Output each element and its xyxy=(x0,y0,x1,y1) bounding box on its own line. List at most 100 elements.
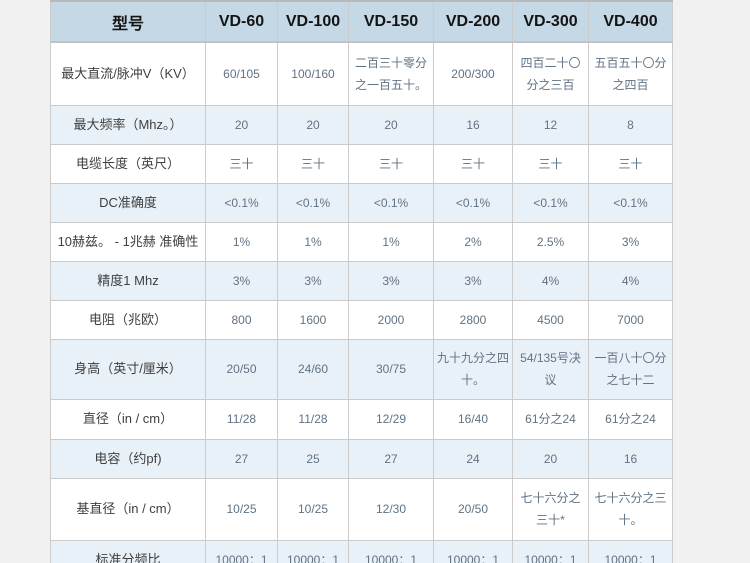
table-cell: 三十 xyxy=(433,143,513,184)
table-cell: 100/160 xyxy=(277,41,349,106)
table-cell: 16/40 xyxy=(433,398,513,440)
table-cell: <0.1% xyxy=(433,182,513,223)
table-cell: 4% xyxy=(512,260,589,301)
table-cell: 二百三十零分之一百五十。 xyxy=(348,41,434,106)
row-label: 电容（约pf) xyxy=(50,438,206,479)
row-label: 电阻（兆欧） xyxy=(50,299,206,340)
table-cell: 七十六分之三十。 xyxy=(588,477,673,541)
table-row: DC准确度 <0.1% <0.1% <0.1% <0.1% <0.1% <0.1% xyxy=(50,182,673,223)
table-cell: 12 xyxy=(512,104,589,145)
table-cell: 1600 xyxy=(277,299,349,340)
table-cell: 4500 xyxy=(512,299,589,340)
table-cell: <0.1% xyxy=(588,182,673,223)
table-cell: 2000 xyxy=(348,299,434,340)
table-cell: 20/50 xyxy=(433,477,513,541)
table-cell: 七十六分之三十* xyxy=(512,477,589,541)
table-cell: 2800 xyxy=(433,299,513,340)
table-cell: 10/25 xyxy=(205,477,278,541)
table-cell: 一百八十〇分之七十二 xyxy=(588,338,673,400)
table-cell: 800 xyxy=(205,299,278,340)
table-cell: <0.1% xyxy=(348,182,434,223)
table-cell: 三十 xyxy=(205,143,278,184)
table-row: 10赫兹。 - 1兆赫 准确性 1% 1% 1% 2% 2.5% 3% xyxy=(50,221,673,262)
table-cell: 27 xyxy=(348,438,434,479)
table-cell: <0.1% xyxy=(205,182,278,223)
table-cell: 1% xyxy=(348,221,434,262)
row-label: 基直径（in / cm） xyxy=(50,477,206,541)
table-cell: 20 xyxy=(348,104,434,145)
table-cell: 12/30 xyxy=(348,477,434,541)
table-cell: 2% xyxy=(433,221,513,262)
table-cell: 3% xyxy=(588,221,673,262)
table-cell: 20 xyxy=(205,104,278,145)
table-cell: 20 xyxy=(512,438,589,479)
table-cell: 10000：1 xyxy=(277,539,349,563)
table-cell: 24/60 xyxy=(277,338,349,400)
table-row: 精度1 Mhz 3% 3% 3% 3% 4% 4% xyxy=(50,260,673,301)
header-row: 型号 VD-60 VD-100 VD-150 VD-200 VD-300 VD-400 xyxy=(50,0,673,43)
spec-table: 型号 VD-60 VD-100 VD-150 VD-200 VD-300 VD-400 最大… xyxy=(50,0,673,563)
table-cell: 10/25 xyxy=(277,477,349,541)
row-label: 直径（in / cm） xyxy=(50,398,206,440)
column-header: VD-200 xyxy=(433,0,513,43)
table-cell: 200/300 xyxy=(433,41,513,106)
row-label: 身高（英寸/厘米） xyxy=(50,338,206,400)
table-cell: 10000：1 xyxy=(205,539,278,563)
row-label: 最大直流/脉冲V（KV） xyxy=(50,41,206,106)
table-cell: 三十 xyxy=(348,143,434,184)
row-label: DC准确度 xyxy=(50,182,206,223)
table-row: 直径（in / cm） 11/28 11/28 12/29 16/40 61分之24 61分… xyxy=(50,398,673,440)
table-cell: 10000：1 xyxy=(588,539,673,563)
table-cell: 1% xyxy=(205,221,278,262)
column-header: VD-100 xyxy=(277,0,349,43)
table-row: 最大频率（Mhz。） 20 20 20 16 12 8 xyxy=(50,104,673,145)
table-row: 基直径（in / cm） 10/25 10/25 12/30 20/50 七十六分之三十*… xyxy=(50,477,673,541)
table-cell: 11/28 xyxy=(277,398,349,440)
table-cell: 3% xyxy=(348,260,434,301)
table-cell: 16 xyxy=(433,104,513,145)
table-cell: <0.1% xyxy=(512,182,589,223)
table-cell: 三十 xyxy=(512,143,589,184)
table-row: 身高（英寸/厘米） 20/50 24/60 30/75 九十九分之四十。 54/135号决… xyxy=(50,338,673,400)
table-row: 最大直流/脉冲V（KV） 60/105 100/160 二百三十零分之一百五十。 200… xyxy=(50,41,673,106)
table-cell: 五百五十〇分之四百 xyxy=(588,41,673,106)
table-cell: 61分之24 xyxy=(512,398,589,440)
table-cell: 3% xyxy=(433,260,513,301)
table-cell: 三十 xyxy=(277,143,349,184)
table-cell: 60/105 xyxy=(205,41,278,106)
table-cell: 3% xyxy=(277,260,349,301)
table-cell: 九十九分之四十。 xyxy=(433,338,513,400)
table-cell: 7000 xyxy=(588,299,673,340)
table-cell: 20/50 xyxy=(205,338,278,400)
column-header: VD-150 xyxy=(348,0,434,43)
row-label: 电缆长度（英尺） xyxy=(50,143,206,184)
table-cell: 27 xyxy=(205,438,278,479)
table-cell: 1% xyxy=(277,221,349,262)
table-cell: 54/135号决议 xyxy=(512,338,589,400)
row-label: 10赫兹。 - 1兆赫 准确性 xyxy=(50,221,206,262)
column-header: VD-60 xyxy=(205,0,278,43)
row-label: 最大频率（Mhz。） xyxy=(50,104,206,145)
table-cell: 10000：1 xyxy=(348,539,434,563)
table-cell: 3% xyxy=(205,260,278,301)
table-row: 电阻（兆欧） 800 1600 2000 2800 4500 7000 xyxy=(50,299,673,340)
spec-table-body: 最大直流/脉冲V（KV） 60/105 100/160 二百三十零分之一百五十。 200… xyxy=(50,41,673,563)
spec-table-head: 型号 VD-60 VD-100 VD-150 VD-200 VD-300 VD-400 xyxy=(50,0,673,43)
row-label: 标准分频比 xyxy=(50,539,206,563)
table-cell: 20 xyxy=(277,104,349,145)
column-header: VD-400 xyxy=(588,0,673,43)
table-cell: 10000：1 xyxy=(433,539,513,563)
table-cell: 25 xyxy=(277,438,349,479)
table-cell: <0.1% xyxy=(277,182,349,223)
table-row: 电缆长度（英尺） 三十 三十 三十 三十 三十 三十 xyxy=(50,143,673,184)
table-cell: 11/28 xyxy=(205,398,278,440)
row-label: 精度1 Mhz xyxy=(50,260,206,301)
table-cell: 4% xyxy=(588,260,673,301)
column-header: VD-300 xyxy=(512,0,589,43)
table-cell: 8 xyxy=(588,104,673,145)
table-cell: 30/75 xyxy=(348,338,434,400)
table-cell: 61分之24 xyxy=(588,398,673,440)
table-cell: 2.5% xyxy=(512,221,589,262)
table-cell: 四百二十〇分之三百 xyxy=(512,41,589,106)
table-cell: 12/29 xyxy=(348,398,434,440)
